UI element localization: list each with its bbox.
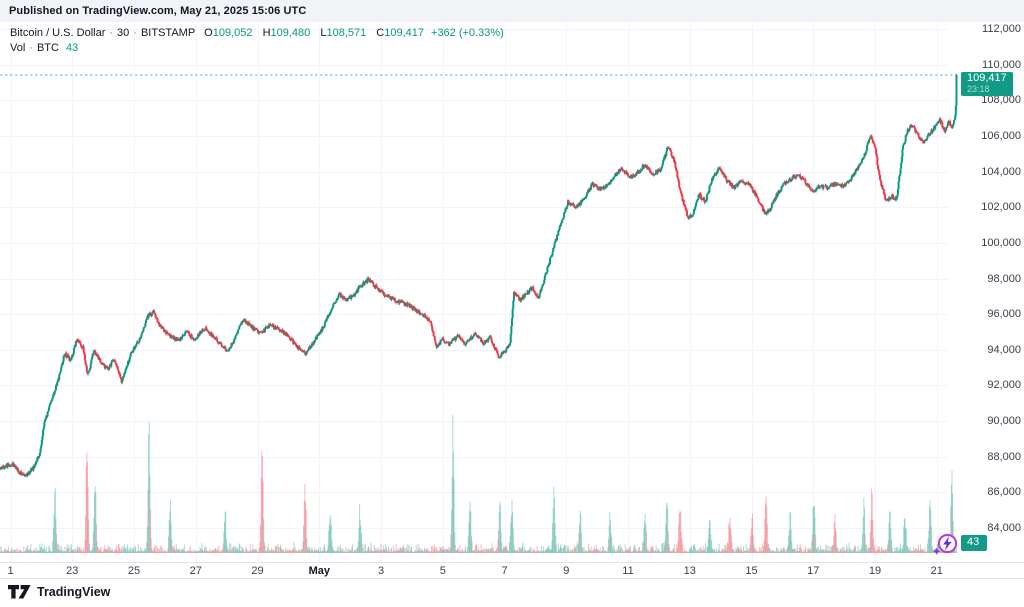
time-axis-label: 19 — [868, 565, 882, 577]
time-axis-label: 23 — [66, 565, 79, 577]
time-axis-label: 27 — [189, 565, 202, 577]
price-axis-label: 102,000 — [981, 201, 1021, 214]
time-axis[interactable]: 1 23 25 27 29 May 3 5 7 9 11 13 15 17 19 21 — [0, 562, 1024, 579]
volume-unit: BTC — [36, 42, 59, 54]
time-axis-label: 13 — [683, 565, 696, 577]
open-label: O — [204, 27, 213, 39]
bar-countdown: 23:18 — [967, 84, 990, 94]
volume-axis-badge: 43 — [961, 535, 988, 551]
price-axis-label: 100,000 — [981, 236, 1021, 249]
chart-legend: Bitcoin / U.S. Dollar · 30 · BITSTAMP O1… — [10, 26, 504, 56]
price-axis-label: 94,000 — [987, 343, 1021, 356]
tradingview-brand[interactable]: TradingView — [8, 585, 110, 599]
published-text: Published on TradingView.com, May 21, 20… — [9, 5, 307, 17]
price-axis-label: 112,000 — [982, 23, 1021, 35]
price-chart-canvas[interactable] — [0, 22, 1024, 562]
time-axis-label: 5 — [439, 565, 446, 577]
price-axis-label: 92,000 — [987, 379, 1021, 392]
tradingview-brand-text: TradingView — [37, 585, 111, 599]
price-axis-label: 88,000 — [987, 450, 1021, 463]
close-value: 109,417 — [384, 27, 425, 39]
current-price-value: 109,417 — [967, 72, 1007, 84]
change-value: +362 (+0.33%) — [431, 27, 504, 39]
boost-lightning-icon[interactable] — [932, 531, 960, 559]
price-axis-label: 108,000 — [981, 94, 1021, 107]
close-label: C — [376, 27, 385, 39]
low-label: L — [320, 27, 327, 39]
legend-volume-row: Vol · BTC 43 — [10, 41, 504, 56]
open-value: 109,052 — [212, 27, 253, 39]
legend-separator: · — [133, 27, 137, 39]
time-axis-label: 7 — [501, 565, 508, 577]
price-axis-label: 84,000 — [987, 522, 1021, 534]
time-axis-label: 11 — [622, 565, 634, 577]
volume-value: 43 — [65, 42, 79, 54]
interval-label[interactable]: 30 — [117, 27, 130, 39]
price-axis-label: 104,000 — [981, 165, 1021, 178]
volume-label: Vol — [10, 42, 26, 54]
published-bar: Published on TradingView.com, May 21, 20… — [0, 0, 1024, 22]
legend-symbol-row: Bitcoin / U.S. Dollar · 30 · BITSTAMP O1… — [10, 26, 504, 41]
chart-region: Bitcoin / U.S. Dollar · 30 · BITSTAMP O1… — [0, 22, 1024, 562]
time-axis-label: 3 — [377, 565, 385, 577]
tradingview-logo-icon — [8, 585, 31, 599]
price-axis-label: 86,000 — [987, 486, 1021, 499]
time-axis-label: 15 — [745, 565, 758, 577]
time-axis-label: 1 — [7, 565, 14, 577]
price-axis-label: 110,000 — [982, 58, 1021, 71]
time-axis-label: 29 — [251, 565, 264, 577]
time-axis-label: 17 — [807, 565, 820, 577]
symbol-title[interactable]: Bitcoin / U.S. Dollar — [10, 27, 106, 39]
time-axis-label: 25 — [127, 565, 141, 577]
current-price-tag: 109,417 23:18 — [961, 72, 1013, 96]
footer: TradingView — [0, 579, 1024, 607]
high-value: 109,480 — [270, 27, 311, 39]
time-axis-label: May — [308, 565, 330, 577]
volume-axis-value: 43 — [967, 536, 980, 548]
price-axis-label: 96,000 — [987, 308, 1021, 321]
ohlc-values: O109,052 H109,480 L108,571 C109,417 — [204, 26, 424, 41]
price-axis-label: 106,000 — [981, 129, 1021, 142]
price-axis-label: 90,000 — [987, 415, 1021, 428]
low-value: 108,571 — [326, 27, 367, 39]
price-axis-label: 98,000 — [987, 272, 1021, 285]
exchange-label[interactable]: BITSTAMP — [140, 27, 196, 39]
legend-separator: · — [29, 42, 33, 54]
legend-separator: · — [109, 27, 114, 39]
time-axis-label: 21 — [930, 565, 943, 577]
high-label: H — [262, 27, 271, 39]
time-axis-label: 9 — [563, 565, 570, 577]
